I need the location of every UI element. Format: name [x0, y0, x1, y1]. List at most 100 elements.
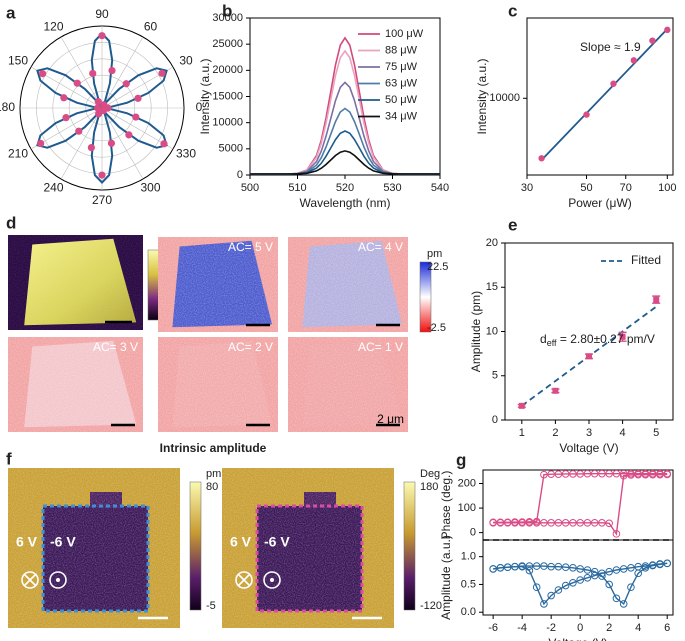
x-tick-label: 530: [383, 182, 401, 194]
polarization-out: [263, 571, 281, 589]
data-point: [554, 562, 563, 571]
data-point: [605, 469, 613, 478]
y-tick-label: 15000: [212, 90, 243, 102]
data-point: [619, 333, 626, 340]
panel-label: f: [6, 449, 12, 468]
legend-label: 63 μW: [385, 77, 418, 89]
data-point: [93, 104, 102, 112]
data-point: [525, 562, 534, 570]
data-point: [663, 469, 671, 478]
poled-outline: [255, 504, 364, 613]
data-point: [125, 131, 133, 139]
data-point: [107, 139, 116, 147]
data-point: [547, 470, 555, 478]
texture: [8, 337, 143, 432]
data-point: [532, 583, 541, 592]
angle-label: 300: [140, 181, 160, 195]
data-point: [132, 113, 140, 121]
y-tick-label: 10000: [212, 117, 243, 129]
x-tick-label: 3: [586, 427, 592, 439]
data-point: [561, 470, 570, 478]
x-tick-label: 500: [241, 182, 259, 194]
colorbar-max: 180: [420, 481, 438, 493]
x-axis-title: Voltage (V): [559, 441, 618, 455]
voltage-label: 6 V: [16, 534, 38, 550]
x-tick-label: 4: [635, 622, 641, 634]
data-point: [586, 353, 592, 360]
y-axis-title: Intensity (a.u.): [198, 58, 212, 134]
x-tick-label: 30: [521, 182, 533, 194]
texture: [158, 337, 278, 432]
texture: [288, 337, 408, 432]
panel-label: g: [456, 450, 466, 469]
data-point: [547, 562, 555, 571]
colorbar: [403, 481, 416, 611]
x-tick-label: -4: [517, 622, 527, 634]
data-point: [663, 559, 671, 568]
data-point: [561, 563, 570, 572]
y-tick-label: 25000: [212, 38, 243, 50]
polarization-in: [21, 571, 39, 589]
data-point: [576, 519, 584, 527]
data-point: [532, 562, 541, 570]
x-tick-label: -6: [488, 622, 498, 634]
polar-spoke: [101, 107, 144, 180]
y-axis-title: Amplitude (a.u.): [439, 535, 453, 620]
angle-label: 240: [43, 181, 63, 195]
data-point: [590, 519, 599, 527]
data-point: [75, 127, 83, 135]
data-point: [648, 469, 657, 478]
y-tick-label: 15: [486, 281, 498, 293]
spectrum-line: [250, 36, 440, 175]
x-axis-title: Wavelength (nm): [300, 196, 391, 210]
x-tick-label: 510: [288, 182, 306, 194]
x-tick-label: 50: [580, 182, 592, 194]
polar-spoke: [60, 107, 103, 180]
x-axis-title: Power (μW): [568, 196, 632, 210]
x-tick-label: 6: [664, 622, 670, 634]
panel-label: d: [6, 213, 16, 232]
data-point: [612, 594, 621, 603]
angle-label: 210: [8, 147, 28, 161]
data-point: [612, 566, 621, 574]
x-tick-label: 520: [336, 182, 354, 194]
voltage-label: 6 V: [230, 534, 252, 550]
data-point: [569, 470, 577, 478]
texture: [222, 468, 394, 628]
data-point: [39, 70, 47, 78]
data-point: [554, 519, 563, 527]
data-point: [540, 470, 548, 479]
polar-spoke: [101, 36, 144, 109]
data-point: [540, 519, 548, 527]
x-tick-label: 0: [577, 622, 583, 634]
panel-label: e: [508, 215, 517, 234]
data-point: [656, 560, 664, 569]
data-point: [73, 79, 81, 87]
x-tick-label: 100: [658, 182, 676, 194]
data-point: [518, 402, 525, 409]
colorbar: [189, 481, 202, 611]
data-point: [598, 572, 606, 580]
fit-line: [540, 28, 668, 161]
data-point: [583, 469, 592, 478]
polarization-in: [235, 571, 253, 589]
data-point: [583, 566, 592, 574]
colorbar-max: 22.5: [427, 261, 448, 273]
panel-title: AC= 3 V: [93, 340, 138, 354]
panel-label: b: [222, 1, 232, 20]
legend-label: 100 μW: [385, 28, 424, 40]
annotation: Slope ≈ 1.9: [580, 40, 641, 54]
data-point: [489, 518, 497, 527]
data-point: [540, 600, 548, 608]
data-point: [569, 578, 577, 587]
data-point: [547, 519, 555, 527]
angle-label: 270: [92, 193, 112, 207]
y-tick-label: 20000: [212, 64, 243, 76]
loop-line: [493, 473, 668, 523]
data-point: [583, 111, 590, 118]
scalebar-label: 2 μm: [377, 412, 404, 426]
data-point: [122, 80, 130, 88]
legend-label: 88 μW: [385, 44, 418, 56]
y-tick-label: 10: [486, 325, 498, 337]
data-point: [648, 561, 657, 570]
